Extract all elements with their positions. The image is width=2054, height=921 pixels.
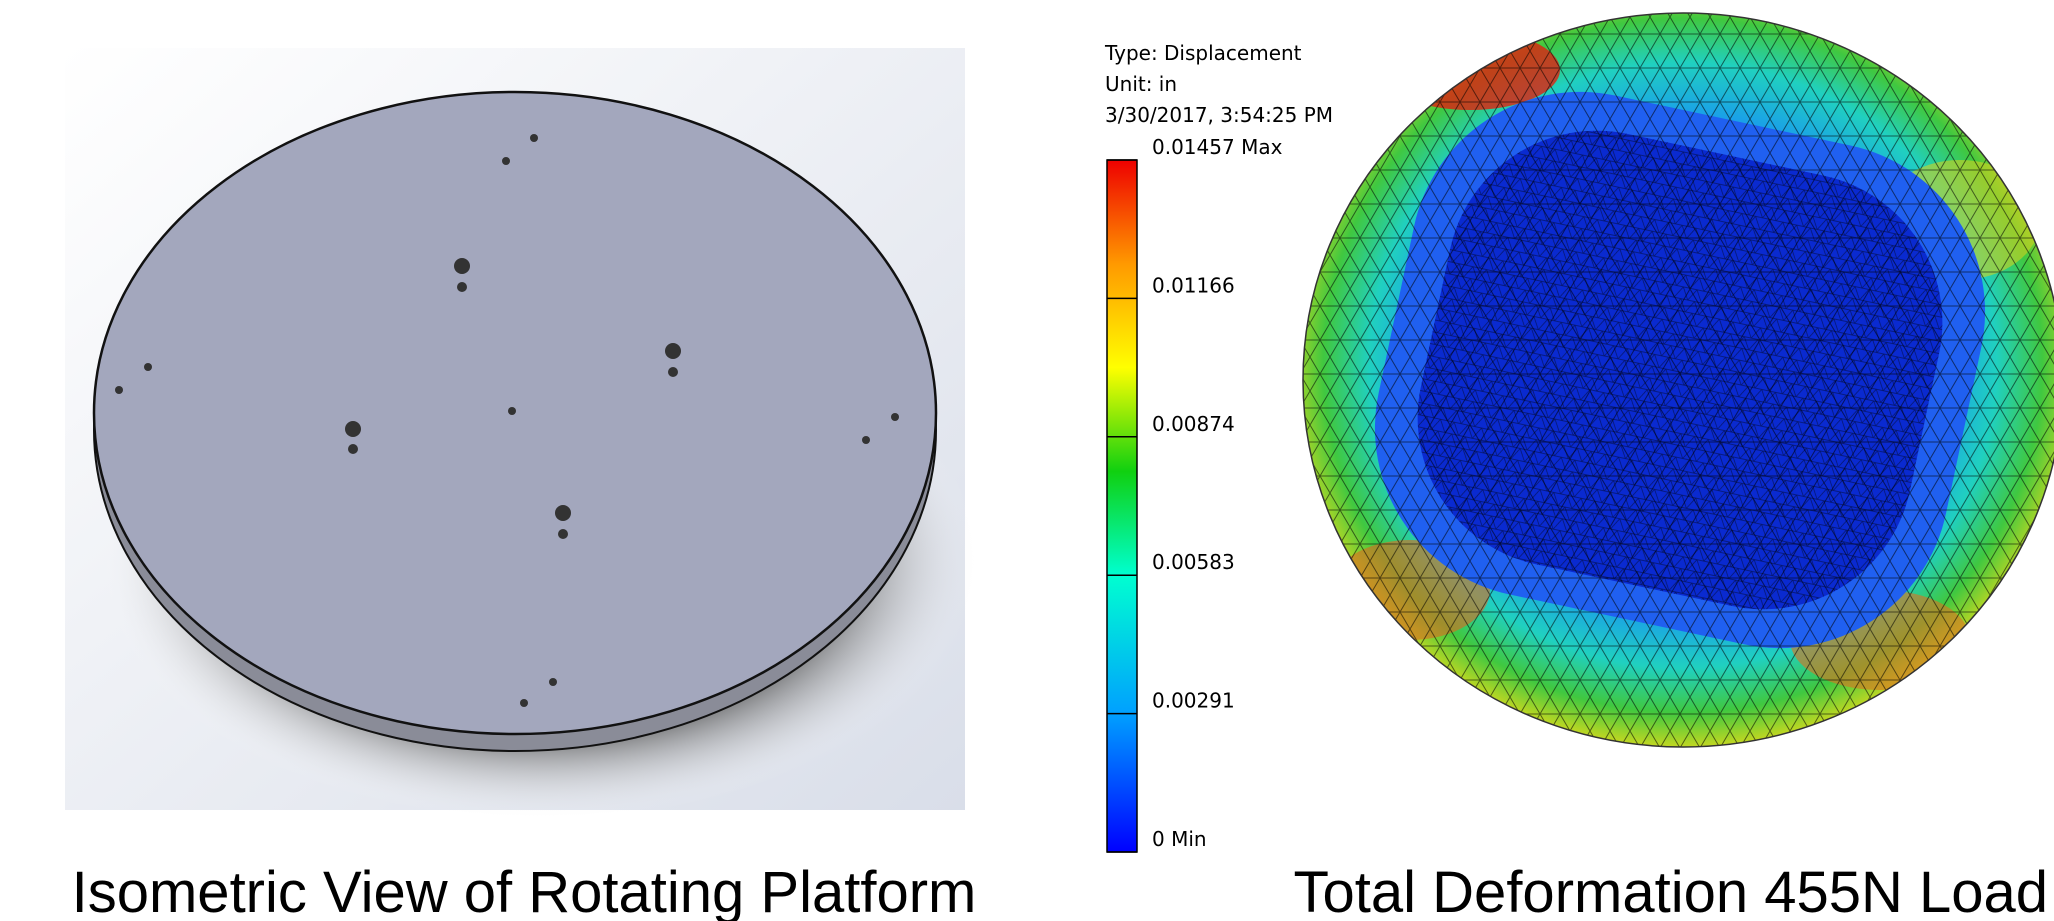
legend-label: 0 Min <box>1152 827 1207 851</box>
legend-header: Unit: in <box>1105 72 1177 96</box>
legend-label: 0.00874 <box>1152 412 1235 436</box>
legend-label: 0.00291 <box>1152 689 1235 713</box>
legend-label: 0.01166 <box>1152 273 1235 297</box>
legend-label: 0.01457 Max <box>1152 135 1283 159</box>
color-bar <box>1107 160 1137 852</box>
page: Isometric View of Rotating Platform Type… <box>0 0 2054 921</box>
caption: Total Deformation 455N Load <box>1294 860 2048 921</box>
platform-view <box>65 48 980 820</box>
deformation-plot <box>1250 0 2054 760</box>
caption: Isometric View of Rotating Platform <box>72 860 977 921</box>
legend: Type: Displacement Unit: in 3/30/2017, 3… <box>1104 41 1333 852</box>
figure: Isometric View of Rotating Platform Type… <box>0 0 2054 921</box>
legend-label: 0.00583 <box>1152 550 1235 574</box>
legend-header: Type: Displacement <box>1104 41 1302 65</box>
legend-header: 3/30/2017, 3:54:25 PM <box>1105 103 1333 127</box>
